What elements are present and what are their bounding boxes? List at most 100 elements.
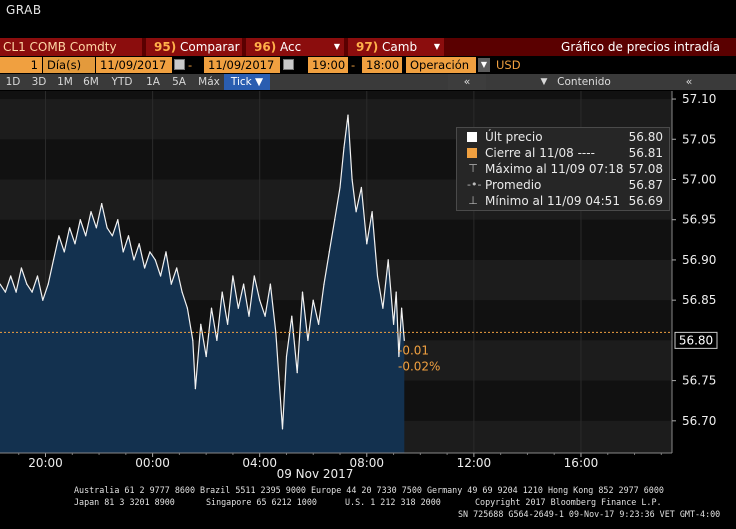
price-point	[106, 227, 108, 229]
high-marker-icon: ⊤	[468, 162, 478, 175]
start-time-field[interactable]: 19:00	[308, 57, 348, 73]
price-point	[0, 283, 1, 285]
tab-5a[interactable]: 5A	[172, 76, 186, 88]
date-label: 09 Nov 2017	[277, 467, 354, 481]
price-point	[243, 283, 245, 285]
legend-row-close: Cierre al 11/08 ---- 56.81	[457, 145, 669, 161]
x-tick-label: 12:00	[457, 456, 492, 470]
price-point	[15, 291, 17, 293]
price-point	[376, 275, 379, 277]
price-point	[10, 275, 12, 277]
price-point	[269, 283, 271, 285]
date-separator: -	[188, 58, 193, 72]
price-point	[133, 259, 135, 261]
price-point	[221, 291, 223, 293]
period-unit-select[interactable]: Día(s)	[43, 57, 95, 73]
price-point	[291, 315, 293, 317]
price-point	[343, 146, 345, 148]
change-menu-button[interactable]: 97) Camb ▼	[348, 38, 444, 56]
x-tick-label: 04:00	[242, 456, 277, 470]
tick-dropdown[interactable]: Tick ▼	[224, 74, 270, 90]
tab-ytd[interactable]: YTD	[111, 76, 133, 88]
price-point	[398, 355, 400, 358]
last-price-label: 56.80	[679, 333, 713, 347]
price-point	[160, 275, 162, 277]
legend-label: Mínimo al 11/09 04:51	[485, 194, 620, 208]
compare-button[interactable]: 95) Comparar	[146, 38, 242, 56]
ticker-field[interactable]: CL1 COMB Comdty	[0, 38, 142, 56]
screen-title: Gráfico de precios intradía	[444, 38, 736, 56]
compare-label: Comparar	[180, 40, 240, 54]
price-point	[281, 428, 284, 430]
field-dropdown-icon[interactable]: ▼	[478, 58, 490, 72]
actions-menu-button[interactable]: 96) Acc ▼	[246, 38, 344, 56]
expand-button[interactable]: «	[685, 75, 693, 88]
y-tick-label: 57.05	[682, 132, 716, 146]
last-price-box	[674, 331, 718, 349]
price-point	[395, 291, 397, 293]
calendar-icon[interactable]	[174, 59, 185, 70]
price-point	[237, 307, 239, 309]
tab-3d[interactable]: 3D	[31, 76, 47, 88]
legend-value: 56.80	[628, 130, 663, 144]
end-date-field[interactable]: 11/09/2017	[204, 57, 280, 73]
change-label: Camb	[382, 40, 418, 54]
y-tick-label: 57.00	[682, 172, 716, 186]
legend-panel: Últ precio 56.80 Cierre al 11/08 ---- 56…	[456, 127, 670, 211]
price-point	[144, 267, 146, 269]
legend-row-average: -•- Promedio 56.87	[457, 177, 669, 193]
dropdown-arrow-icon: ▼	[433, 42, 440, 51]
tab-max[interactable]: Máx	[198, 76, 220, 88]
calendar-icon[interactable]	[283, 59, 294, 70]
price-point	[318, 323, 320, 325]
price-point	[351, 178, 353, 181]
price-point	[101, 203, 103, 205]
price-point	[347, 114, 349, 116]
price-point	[232, 275, 234, 277]
separator	[242, 38, 246, 56]
price-point	[194, 388, 196, 390]
price-point	[253, 275, 255, 277]
tab-1m[interactable]: 1M	[57, 76, 73, 88]
start-date-field[interactable]: 11/09/2017	[96, 57, 172, 73]
period-count-field[interactable]: 1	[0, 57, 42, 73]
change-number: 97)	[356, 40, 379, 54]
price-point	[205, 355, 207, 358]
command-bar: CL1 COMB Comdty 95) Comparar 96) Acc ▼ 9…	[0, 38, 736, 56]
currency-label: USD	[496, 58, 521, 72]
tab-1d[interactable]: 1D	[5, 76, 21, 88]
content-button[interactable]: Contenido	[557, 76, 611, 88]
price-point	[296, 372, 298, 374]
price-point	[95, 227, 97, 229]
price-point	[403, 339, 405, 341]
price-point	[42, 299, 44, 301]
y-tick-label: 56.75	[682, 374, 716, 388]
tab-1a[interactable]: 1A	[146, 76, 160, 88]
price-point	[355, 211, 357, 213]
legend-label: Máximo al 11/09 07:18	[485, 162, 624, 176]
legend-value: 56.81	[628, 146, 663, 160]
legend-label: Últ precio	[485, 130, 543, 144]
price-point	[149, 251, 151, 253]
price-point	[79, 219, 81, 221]
end-time-field[interactable]: 18:00	[362, 57, 402, 73]
price-point	[74, 243, 76, 245]
change-absolute: -0.01	[398, 343, 429, 357]
price-point	[334, 219, 336, 221]
field-select[interactable]: Operación	[406, 57, 476, 73]
footer-session: SN 725688 G564-2649-1 09-Nov-17 9:23:36 …	[458, 509, 721, 519]
y-tick-label: 56.90	[682, 253, 716, 267]
separator	[142, 38, 146, 56]
window-title-bar: GRAB	[0, 0, 736, 24]
price-point	[382, 307, 384, 309]
tab-6m[interactable]: 6M	[83, 76, 99, 88]
price-point	[36, 275, 39, 277]
price-point	[264, 315, 266, 317]
footer: Australia 61 2 9777 8600 Brazil 5511 239…	[0, 483, 736, 529]
price-point	[111, 235, 113, 237]
price-point	[20, 267, 22, 269]
y-axis: 57.10 57.05 57.00 56.95 56.90 56.85 56.75 56.70	[672, 92, 716, 428]
price-point	[401, 307, 403, 309]
price-point	[122, 251, 124, 253]
collapse-button[interactable]: «	[448, 74, 486, 90]
